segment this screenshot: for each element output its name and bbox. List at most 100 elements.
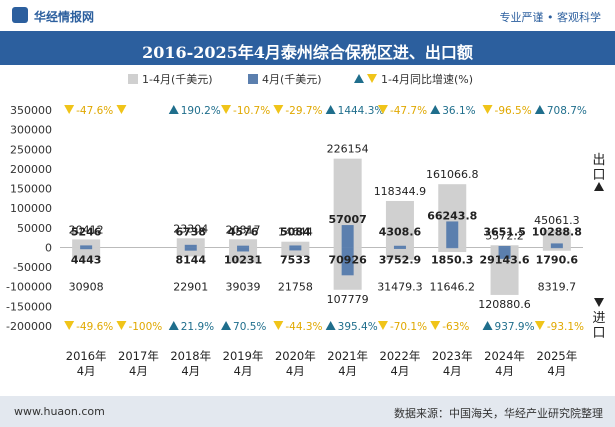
export-month-bar <box>550 243 563 248</box>
export-month-bar <box>341 225 354 248</box>
export-cumulative-bar <box>229 239 258 248</box>
header: 华经情报网 专业严谨 • 客观科学 <box>0 0 615 30</box>
import-growth-label: -63% <box>442 321 469 333</box>
import-cumulative-label: 39039 <box>226 280 261 293</box>
x-tick-label: 4月 <box>338 364 357 378</box>
export-month-label: 57007 <box>329 213 367 226</box>
export-cumulative-label: 5572.2 <box>485 229 524 242</box>
export-growth-down-icon <box>221 105 232 114</box>
import-cumulative-label: 22901 <box>173 280 208 293</box>
import-month-label: 10231 <box>224 253 262 266</box>
y-tick-label: 350000 <box>10 104 52 117</box>
y-tick-label: 0 <box>45 241 52 254</box>
tagline: 专业严谨 • 客观科学 <box>499 11 601 24</box>
x-tick-label: 2021年 <box>327 349 368 363</box>
export-growth-label: -10.7% <box>233 105 270 117</box>
export-month-bar <box>237 245 250 248</box>
legend-down-triangle-icon <box>367 74 377 83</box>
import-month-label: 1790.6 <box>536 253 579 266</box>
export-month-label: 66243.8 <box>427 209 477 222</box>
import-growth-up-icon <box>325 321 336 330</box>
y-tick-label: 300000 <box>10 124 52 137</box>
export-growth-label: 708.7% <box>547 105 587 117</box>
import-growth-down-icon <box>534 321 545 330</box>
export-cumulative-bar <box>176 238 205 248</box>
legend-label-cumulative: 1-4月(千美元) <box>142 73 213 86</box>
import-growth-label: 395.4% <box>338 321 378 333</box>
import-month-label: 7533 <box>280 253 311 266</box>
import-cumulative-label: 31479.3 <box>377 280 423 293</box>
export-cumulative-label: 23304 <box>173 222 208 235</box>
x-tick-label: 2016年 <box>66 349 107 363</box>
export-growth-up-icon <box>168 105 179 114</box>
x-tick-label: 4月 <box>495 364 514 378</box>
export-month-bar <box>289 245 302 248</box>
export-cumulative-label: 14644 <box>278 226 313 239</box>
chart-title: 2016-2025年4月泰州综合保税区进、出口额 <box>142 43 473 62</box>
import-growth-label: -100% <box>128 321 162 333</box>
import-growth-label: -49.6% <box>76 321 113 333</box>
x-tick-label: 2019年 <box>223 349 264 363</box>
import-month-bar <box>393 247 406 249</box>
export-cumulative-bar <box>542 229 571 248</box>
title-bar: 2016-2025年4月泰州综合保税区进、出口额 <box>0 31 615 65</box>
import-cumulative-bar <box>72 247 101 260</box>
export-side-label: 出 <box>592 153 605 168</box>
import-cumulative-bar <box>542 247 571 251</box>
export-month-label: 4576 <box>228 225 259 238</box>
x-tick-label: 2022年 <box>380 349 421 363</box>
legend-label-growth: 1-4月同比增速(%) <box>381 72 473 86</box>
x-tick-label: 4月 <box>391 364 410 378</box>
import-growth-up-icon <box>168 321 179 330</box>
x-tick-label: 4月 <box>129 364 148 378</box>
chart: 1-4月(千美元) 4月(千美元) 1-4月同比增速(%) 350000 300000 2… <box>6 72 605 378</box>
export-month-bar <box>498 246 511 248</box>
export-growth-down-icon <box>64 105 75 114</box>
import-month-bar <box>498 247 511 259</box>
y-tick-label: 150000 <box>10 183 52 196</box>
export-cumulative-bar <box>72 239 101 248</box>
import-growth-down-icon <box>377 321 388 330</box>
import-cumulative-label: 30908 <box>69 280 104 293</box>
export-month-label: 3651.5 <box>483 225 525 238</box>
export-month-label: 6738 <box>175 225 206 238</box>
export-growth-down-icon <box>273 105 284 114</box>
import-growth-up-icon <box>482 321 493 330</box>
footer-source: 数据来源：中国海关，华经产业研究院整理 <box>394 407 603 420</box>
x-tick-label: 4月 <box>547 364 566 378</box>
import-cumulative-bar <box>229 247 258 263</box>
x-tick-label: 4月 <box>181 364 200 378</box>
export-month-label: 10288.8 <box>532 225 582 238</box>
import-month-bar <box>289 247 302 251</box>
export-growth-label: -47.6% <box>76 105 113 117</box>
import-growth-label: 21.9% <box>181 321 214 333</box>
export-month-bar <box>80 245 93 248</box>
import-growth-down-icon <box>430 321 441 330</box>
import-side-label: 口 <box>592 326 605 341</box>
export-cumulative-label: 226154 <box>327 143 369 156</box>
import-month-bar <box>237 247 250 252</box>
y-tick-label: 50000 <box>17 222 52 235</box>
export-cumulative-label: 161066.8 <box>426 168 479 181</box>
export-month-bar <box>393 245 406 248</box>
import-cumulative-bar <box>281 247 310 256</box>
export-month-bar <box>446 221 459 248</box>
x-tick-label: 4月 <box>77 364 96 378</box>
logo-icon <box>12 7 28 23</box>
import-month-bar <box>550 247 563 249</box>
export-growth-down-icon <box>116 105 127 114</box>
x-tick-label: 2025年 <box>536 349 577 363</box>
y-tick-label: -100000 <box>6 281 52 294</box>
x-tick-label: 4月 <box>234 364 253 378</box>
import-month-bar <box>184 247 197 251</box>
x-tick-label: 2023年 <box>432 349 473 363</box>
export-growth-label: 36.1% <box>442 105 475 117</box>
import-cumulative-label: 107779 <box>327 293 369 306</box>
y-tick-label: 100000 <box>10 202 52 215</box>
legend-swatch-cumulative <box>128 74 138 84</box>
import-cumulative-label: 8319.7 <box>538 280 577 293</box>
export-growth-down-icon <box>377 105 388 114</box>
import-month-bar <box>80 247 93 250</box>
footer-url: www.huaon.com <box>14 405 105 418</box>
export-month-label: 5084 <box>280 225 311 238</box>
